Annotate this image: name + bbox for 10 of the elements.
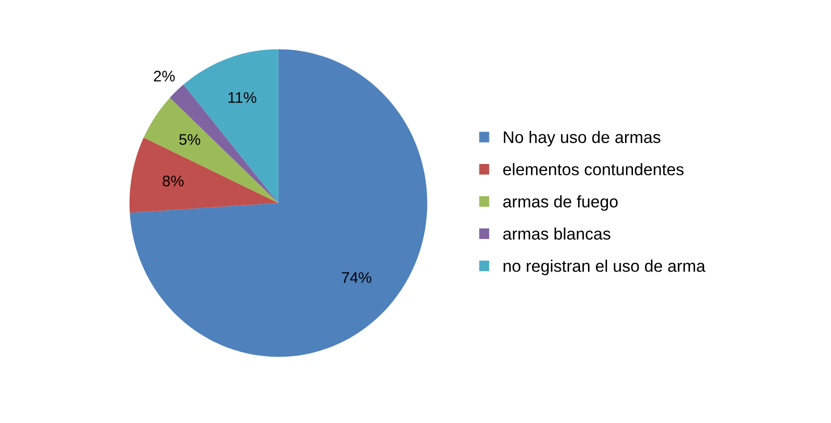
data-label: 8% (162, 176, 184, 186)
legend-label: armas blancas (503, 227, 610, 240)
data-label: 74% (342, 272, 372, 283)
data-label: 5% (179, 134, 200, 145)
legend-label: no registran el uso de arma (504, 260, 706, 276)
legend-label: elementos contundentes (503, 163, 684, 176)
data-label: 2% (154, 70, 175, 82)
data-label: 11% (228, 92, 256, 103)
legend-label: No hay uso de armas (504, 130, 660, 146)
legend-label: armas de fuego (503, 195, 618, 211)
